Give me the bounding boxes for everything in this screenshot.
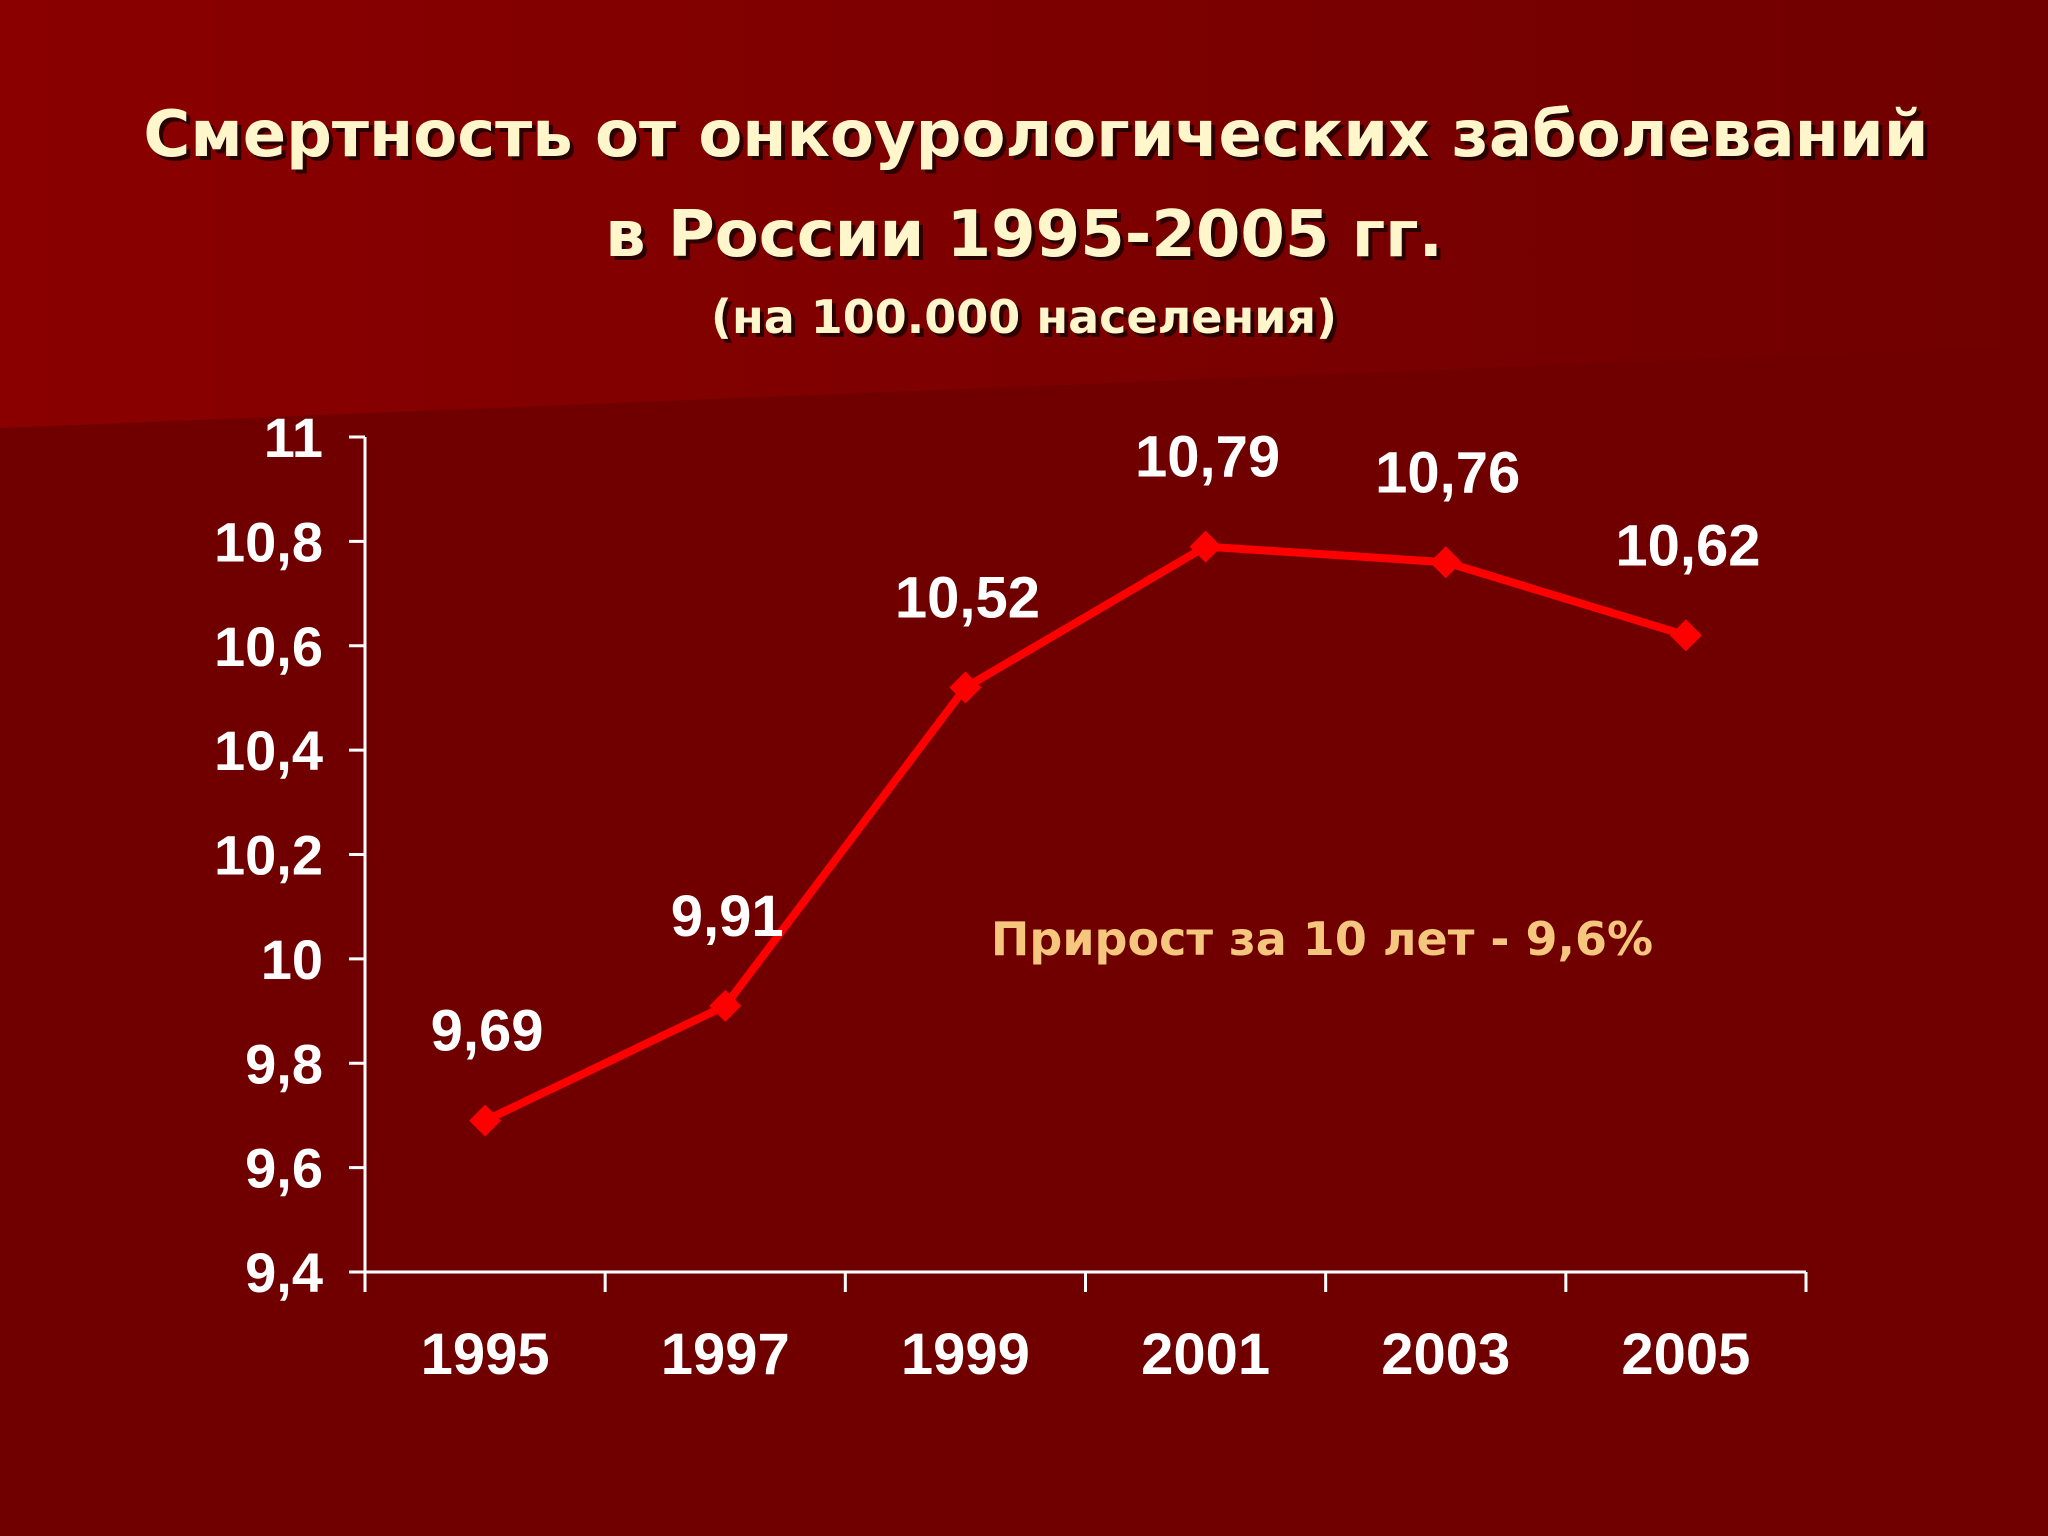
x-tick-label: 2003 — [1381, 1322, 1510, 1387]
x-tick-label: 2005 — [1621, 1322, 1750, 1387]
data-point-marker — [1669, 619, 1702, 652]
x-tick-label: 2001 — [1141, 1322, 1270, 1387]
data-label: 10,52 — [895, 566, 1040, 631]
y-tick-label: 9,4 — [245, 1241, 323, 1304]
chart-title-line-1: Смертность от онкоурологических заболева… — [143, 98, 1929, 172]
growth-annotation: Прирост за 10 лет - 9,6% — [991, 912, 1653, 966]
y-tick-label: 10,6 — [214, 615, 323, 678]
data-point-marker — [709, 989, 742, 1022]
y-tick-label: 10,8 — [214, 510, 323, 573]
chart-title-line-2: в России 1995-2005 гг. — [605, 198, 1443, 272]
y-tick-label: 10,2 — [214, 824, 323, 887]
x-tick-label: 1999 — [901, 1322, 1030, 1387]
data-label: 10,76 — [1375, 440, 1520, 505]
chart-subtitle: (на 100.000 населения) — [710, 290, 1338, 344]
data-point-marker — [469, 1104, 502, 1137]
data-point-marker — [1189, 530, 1222, 563]
data-label: 9,69 — [431, 999, 544, 1064]
data-label: 10,79 — [1135, 425, 1280, 490]
x-tick-label: 1997 — [661, 1322, 790, 1387]
y-tick-label: 9,8 — [245, 1032, 323, 1095]
data-label: 9,91 — [671, 884, 784, 949]
data-point-marker — [1429, 546, 1462, 579]
series-layer — [469, 530, 1702, 1137]
data-label: 10,62 — [1615, 513, 1760, 578]
y-tick-label: 11 — [264, 406, 323, 469]
labels-layer: 9,69 9,91 10,52 10,79 10,76 10,62 — [431, 425, 1761, 1064]
y-tick-label: 9,6 — [245, 1137, 323, 1200]
chart-axes: 9,4 9,6 9,8 10 10,2 10,4 10,6 10,8 11 1995 1997 199… — [214, 406, 1808, 1387]
y-tick-label: 10 — [261, 928, 323, 991]
x-tick-label: 1995 — [421, 1322, 550, 1387]
y-tick-label: 10,4 — [214, 719, 323, 782]
data-point-marker — [949, 671, 982, 704]
series-line — [483, 542, 1688, 1125]
